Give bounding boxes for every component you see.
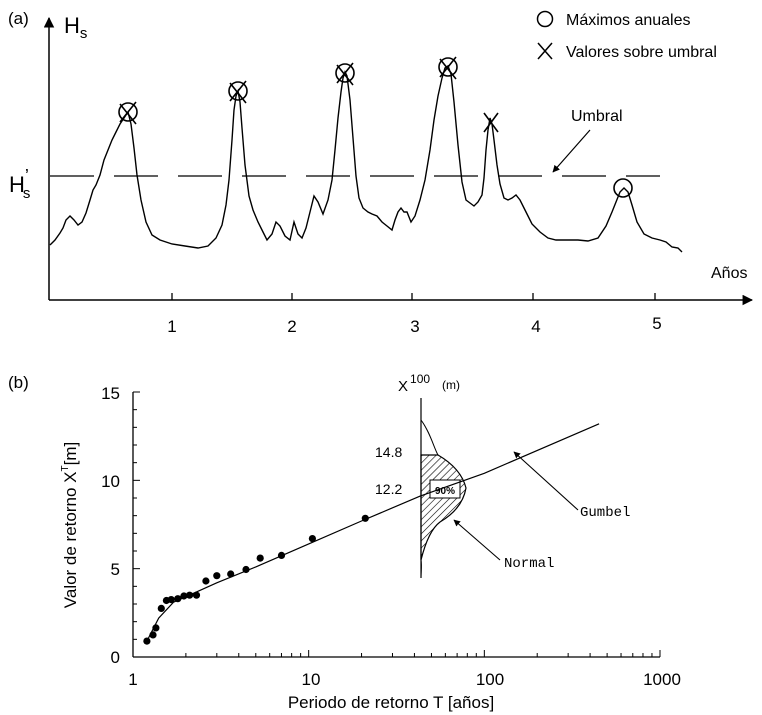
inset-axis-label: X 100 (m) [398, 372, 460, 395]
annual-max-marker [613, 178, 633, 198]
inset-lower-value: 12.2 [375, 481, 402, 497]
data-point [308, 535, 316, 543]
pot-markers [119, 56, 499, 133]
y-tick-label-b: 10 [101, 472, 120, 491]
x-axis-label-a: Años [711, 265, 747, 282]
legend-annual-max: Máximos anuales [566, 12, 691, 29]
normal-upper-tail [420, 419, 439, 456]
normal-90-region [420, 454, 467, 561]
data-point [167, 596, 175, 604]
legend-pot: Valores sobre umbral [566, 44, 717, 61]
data-point [277, 551, 286, 560]
annual-max-marker [228, 81, 248, 101]
gumbel-label: Gumbel [580, 505, 630, 521]
data-point [180, 592, 188, 600]
annual-max-marker [118, 102, 138, 122]
inset-upper-value: 14.8 [375, 444, 402, 460]
umbral-arrow [552, 129, 591, 173]
data-point [256, 554, 264, 562]
data-point [149, 631, 157, 639]
x-tick-label: 4 [531, 317, 540, 336]
pot-marker [119, 101, 137, 125]
data-point [192, 591, 201, 599]
y-ticks-b [133, 391, 140, 658]
pot-marker [483, 112, 499, 133]
wave-height-series [49, 64, 683, 253]
pot-marker [439, 56, 457, 80]
normal-arrow [453, 519, 501, 561]
pot-marker [229, 80, 247, 104]
x-tick-label: 1 [167, 317, 176, 336]
data-point [152, 624, 160, 632]
panel-a-label: (a) [8, 9, 29, 28]
data-point [242, 565, 250, 574]
threshold-label: H’ s [9, 166, 30, 202]
normal-label: Normal [504, 556, 554, 572]
y-tick-label-b: 0 [111, 648, 120, 667]
x-tick-label-b: 1 [128, 670, 137, 689]
x-tick-label: 2 [287, 317, 296, 336]
annual-max-marker [335, 63, 355, 83]
panel-b-label: (b) [8, 373, 29, 392]
x-tick-label: 3 [410, 317, 419, 336]
data-point [202, 577, 210, 585]
normal-inset: 90% 14.8 12.2 X 100 (m) [375, 372, 467, 579]
data-point [157, 604, 165, 613]
panel-b: (b) 1 10 100 1000 0 5 10 15 Periodo de r… [8, 372, 681, 712]
y-tick-label-b: 5 [111, 560, 120, 579]
x-tick-label-b: 1000 [643, 670, 681, 689]
y-axis-label-a: Hs [64, 13, 87, 42]
data-point [361, 514, 369, 522]
gumbel-fit-line [146, 423, 600, 642]
umbral-label: Umbral [571, 108, 623, 125]
data-point [174, 595, 182, 603]
panel-a: (a) Hs H’ s Máximos anuales [8, 9, 754, 336]
legend-circle-icon [536, 10, 554, 28]
gumbel-arrow [513, 451, 579, 511]
y-tick-label-b: 15 [101, 384, 120, 403]
legend-cross-icon [537, 42, 553, 60]
x-ticks-a [171, 293, 656, 300]
interval-box-label: 90% [435, 486, 455, 497]
x-axis-label-b: Periodo de retorno T [años] [288, 693, 494, 712]
data-point [213, 572, 221, 580]
data-point [227, 570, 235, 578]
data-point [186, 591, 194, 599]
pot-marker [336, 62, 354, 86]
data-point [143, 637, 151, 645]
legend-a: Máximos anuales Valores sobre umbral [536, 10, 717, 61]
x-tick-label: 5 [652, 314, 661, 333]
x-ticks-b [132, 650, 661, 657]
x-tick-label-b: 100 [476, 670, 504, 689]
x-tick-label-b: 10 [302, 670, 321, 689]
y-axis-label-b: Valor de retorno XT[m] [60, 442, 80, 608]
annual-max-marker [438, 57, 458, 77]
observed-points [143, 514, 369, 645]
